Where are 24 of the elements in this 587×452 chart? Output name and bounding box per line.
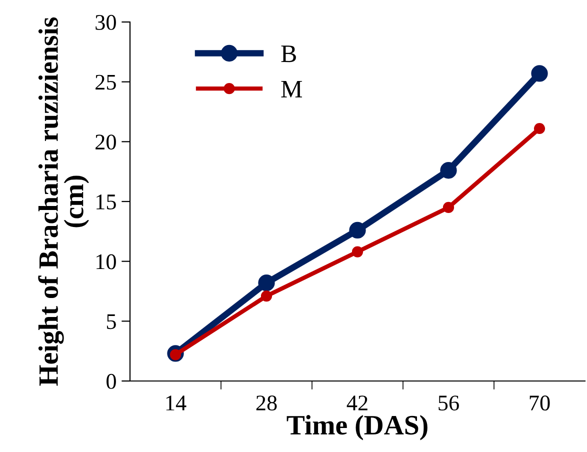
point [531,65,548,82]
x-tick-label: 14 [166,396,186,410]
point [258,274,275,292]
x-axis-title: Time (DAS) [286,415,428,440]
y-tick-label: 10 [96,254,116,270]
point [442,202,454,214]
point [260,290,272,302]
legend-label: M [281,80,302,98]
y-axis-title: Height of Bracharia ruziziensis (cm) [38,17,90,386]
point [349,222,366,239]
x-tick-label: 28 [256,396,277,411]
y-tick-label: 20 [96,134,116,150]
y-tick-label: 15 [96,194,116,210]
y-tick-label: 25 [96,74,116,90]
point [440,162,457,179]
x-tick-label: 42 [346,396,368,410]
legend-label: B [281,46,296,62]
x-tick-label: 70 [530,396,550,411]
y-tick-label: 5 [106,314,116,330]
y-tick-label: 0 [106,374,116,389]
point [534,122,546,134]
point [352,246,364,258]
y-tick-label: 30 [96,14,116,30]
x-tick-label: 56 [438,396,459,411]
